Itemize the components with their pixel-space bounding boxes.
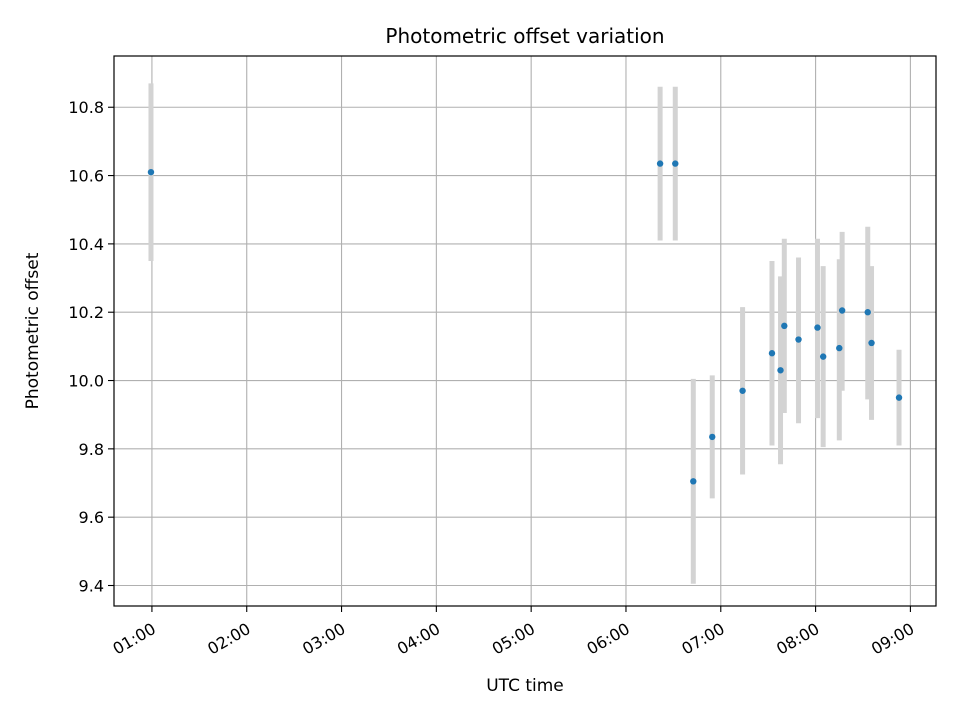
data-point xyxy=(709,433,716,441)
y-tick-label: 10.0 xyxy=(68,372,104,391)
x-axis-title: UTC time xyxy=(486,676,564,696)
data-point xyxy=(795,336,802,343)
data-point xyxy=(814,324,821,331)
data-point xyxy=(777,367,784,374)
grid-lines xyxy=(114,56,936,606)
data-point xyxy=(819,353,827,360)
y-tick-label: 9.8 xyxy=(79,440,104,459)
data-point xyxy=(739,387,746,394)
data-points xyxy=(147,160,903,485)
data-point xyxy=(656,160,664,167)
y-tick-label: 10.4 xyxy=(68,235,104,254)
y-tick-label: 9.6 xyxy=(79,508,104,527)
data-point xyxy=(147,168,155,176)
chart-title: Photometric offset variation xyxy=(385,24,664,48)
data-point xyxy=(781,322,788,330)
data-point xyxy=(868,339,875,347)
y-tick-label: 10.6 xyxy=(68,167,104,186)
data-point xyxy=(836,344,843,352)
data-point xyxy=(690,478,697,485)
y-tick-label: 10.2 xyxy=(68,303,104,322)
y-tick-label: 9.4 xyxy=(79,577,104,596)
data-point xyxy=(672,160,679,167)
plot-frame xyxy=(113,55,937,607)
y-axis: 9.4 9.6 9.8 10.0 10.2 10.4 10.6 10.8 xyxy=(68,98,114,596)
data-point xyxy=(838,307,846,314)
data-point xyxy=(768,350,776,357)
data-point xyxy=(895,394,903,401)
y-tick-label: 10.8 xyxy=(68,98,104,117)
y-axis-title: Photometric offset xyxy=(23,252,43,409)
data-point xyxy=(864,309,871,316)
